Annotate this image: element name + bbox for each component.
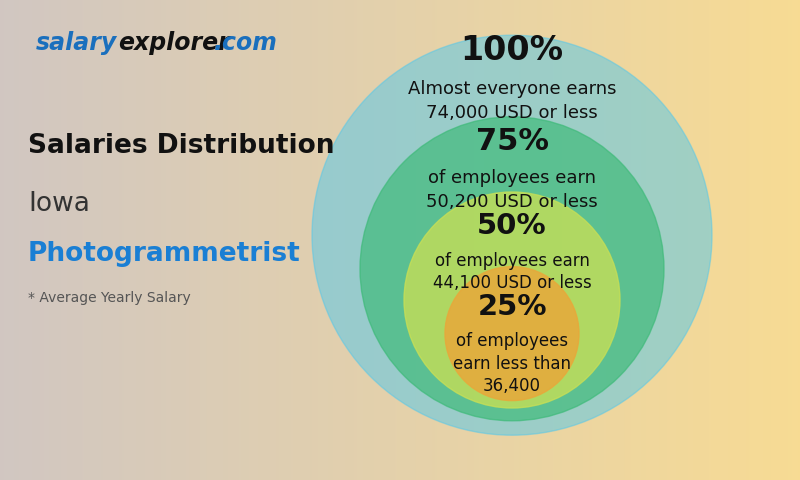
Text: explorer: explorer	[118, 31, 230, 55]
Text: 36,400: 36,400	[483, 377, 541, 396]
Text: of employees: of employees	[456, 332, 568, 350]
Text: 74,000 USD or less: 74,000 USD or less	[426, 105, 598, 122]
Text: Salaries Distribution: Salaries Distribution	[28, 133, 334, 159]
Circle shape	[312, 35, 712, 435]
Text: 25%: 25%	[478, 293, 546, 321]
Text: 44,100 USD or less: 44,100 USD or less	[433, 275, 591, 292]
Text: earn less than: earn less than	[453, 355, 571, 372]
Text: 50,200 USD or less: 50,200 USD or less	[426, 193, 598, 211]
Text: salary: salary	[36, 31, 118, 55]
Text: .com: .com	[214, 31, 278, 55]
Text: Photogrammetrist: Photogrammetrist	[28, 241, 301, 267]
Text: 50%: 50%	[477, 212, 547, 240]
Text: of employees earn: of employees earn	[428, 168, 596, 187]
Text: 75%: 75%	[475, 127, 549, 156]
Text: Almost everyone earns: Almost everyone earns	[408, 80, 616, 98]
Text: 100%: 100%	[461, 34, 563, 67]
Circle shape	[360, 117, 664, 421]
Text: * Average Yearly Salary: * Average Yearly Salary	[28, 290, 190, 305]
Text: Iowa: Iowa	[28, 191, 90, 217]
Circle shape	[445, 266, 579, 401]
Circle shape	[404, 192, 620, 408]
Text: of employees earn: of employees earn	[434, 252, 590, 270]
